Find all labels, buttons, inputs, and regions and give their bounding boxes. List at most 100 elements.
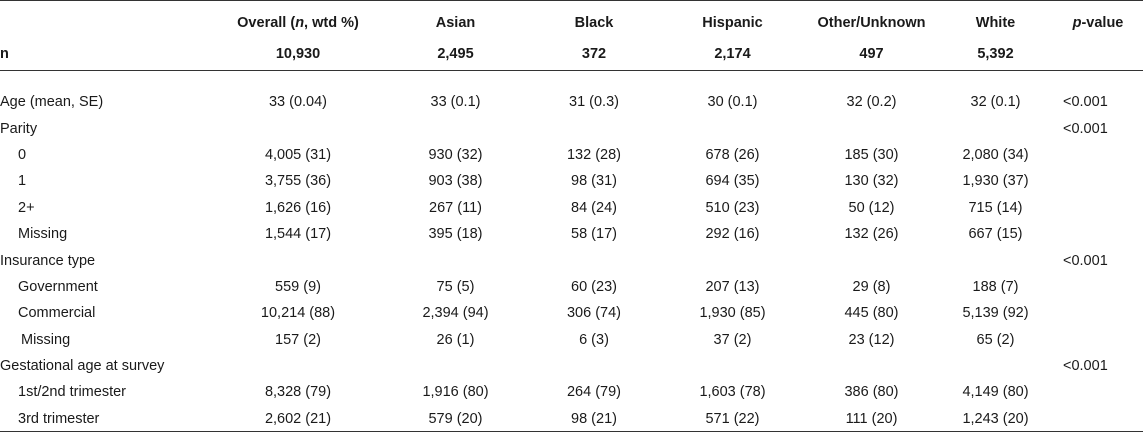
row-label: Commercial [18,305,96,322]
cell-white: 1,243 (20) [962,410,1029,427]
header-n-black: 372 [581,46,607,62]
cell-overall: 8,328 (79) [264,384,332,401]
table-header: Overall (n, wtd %) Asian Black Hispanic … [0,7,1143,70]
header-label-blank [0,7,213,38]
top-rule [0,0,1143,1]
cell-asian: 26 (1) [436,331,475,348]
header-rule [0,70,1143,71]
table-row: Gestational age at survey <0.001 [0,353,1143,379]
header-overall-suffix: , wtd %) [304,14,359,31]
cell-hispanic [660,353,805,379]
header-pvalue-suffix: -value [1081,14,1124,31]
cell-overall: 3,755 (36) [264,173,332,190]
cell-asian: 579 (20) [428,410,483,427]
header-hispanic: Hispanic [702,14,763,31]
cell-hispanic: 30 (0.1) [707,94,758,111]
cell-asian: 903 (38) [428,173,483,190]
row-label: Parity [0,120,38,137]
cell-other [805,247,938,273]
table-row: Insurance type <0.001 [0,247,1143,273]
cell-other: 386 (80) [844,384,899,401]
cell-overall: 33 (0.04) [268,94,328,111]
row-label: 2+ [18,199,35,216]
header-row-groups: Overall (n, wtd %) Asian Black Hispanic … [0,7,1143,38]
cell-black [528,247,660,273]
table-row: 2+ 1,626 (16) 267 (11) 84 (24) 510 (23) 50 (1… [0,195,1143,221]
cell-other: 111 (20) [845,410,898,427]
cell-white: 715 (14) [968,199,1023,216]
row-label: Missing [21,331,71,348]
cell-white [938,247,1053,273]
header-n-label: n [0,46,9,62]
cell-pvalue [1053,274,1143,300]
cell-black [528,353,660,379]
row-label: Insurance type [0,252,96,269]
table-row: Parity <0.001 [0,115,1143,141]
bottom-rule [0,431,1143,432]
row-label: 1 [18,173,27,190]
cell-hispanic: 678 (26) [705,146,760,163]
cell-hispanic [660,115,805,141]
cell-black: 60 (23) [571,278,617,295]
table-row: Commercial 10,214 (88) 2,394 (94) 306 (74) 1… [0,300,1143,326]
cell-pvalue [1053,300,1143,326]
cell-hispanic: 510 (23) [705,199,760,216]
cell-white: 65 (2) [976,331,1015,348]
cell-pvalue [1053,195,1143,221]
cell-pvalue [1053,221,1143,247]
header-gap [0,70,1143,89]
cell-hispanic [660,247,805,273]
cell-white: 1,930 (37) [962,173,1029,190]
cell-other: 185 (30) [844,146,899,163]
row-label: 0 [18,146,27,163]
table-row: 0 4,005 (31) 930 (32) 132 (28) 678 (26) 185 (… [0,142,1143,168]
cell-black: 306 (74) [566,305,621,322]
cell-other: 23 (12) [848,331,895,348]
cell-white [938,115,1053,141]
table-row: Age (mean, SE) 33 (0.04) 33 (0.1) 31 (0.3) 3… [0,89,1143,115]
cell-black: 98 (21) [571,410,617,427]
header-n-pvalue [1053,38,1143,70]
header-overall-prefix: Overall ( [237,14,296,31]
header-row-counts: n 10,930 2,495 372 2,174 497 5,392 [0,38,1143,70]
row-label: 1st/2nd trimester [18,384,126,401]
cell-pvalue [1053,406,1143,432]
header-n-overall: 10,930 [275,46,321,62]
cell-white: 32 (0.1) [970,94,1021,111]
cell-pvalue: <0.001 [1063,358,1108,375]
cell-other: 445 (80) [844,305,899,322]
cell-pvalue [1053,327,1143,353]
cell-overall: 4,005 (31) [264,146,332,163]
cell-asian: 267 (11) [429,199,482,216]
demographics-table: Overall (n, wtd %) Asian Black Hispanic … [0,7,1143,432]
header-n-asian: 2,495 [437,46,474,62]
cell-other: 132 (26) [844,226,899,243]
header-black: Black [574,14,614,31]
table-row: Missing 157 (2) 26 (1) 6 (3) 37 (2) 23 (12) 65… [0,327,1143,353]
cell-other: 29 (8) [852,278,891,295]
cell-other [805,353,938,379]
cell-asian: 75 (5) [436,278,475,295]
cell-pvalue: <0.001 [1063,94,1108,111]
row-label: 3rd trimester [18,410,100,427]
cell-pvalue [1053,142,1143,168]
cell-overall: 1,544 (17) [264,226,332,243]
cell-black: 264 (79) [566,384,621,401]
cell-asian [383,247,528,273]
header-pvalue: p-value [1053,7,1143,38]
cell-black: 31 (0.3) [569,94,619,111]
cell-asian [383,353,528,379]
header-n-white: 5,392 [977,46,1014,62]
row-label: Gestational age at survey [0,358,165,375]
row-label: Missing [18,226,68,243]
cell-overall: 559 (9) [275,278,321,295]
header-overall-n: n [295,14,305,31]
cell-hispanic: 1,930 (85) [699,305,766,322]
header-other: Other/Unknown [817,14,926,31]
cell-hispanic: 571 (22) [705,410,760,427]
cell-hispanic: 292 (16) [705,226,760,243]
row-label: Age (mean, SE) [0,94,104,111]
cell-asian: 1,916 (80) [422,384,489,401]
cell-overall [213,353,383,379]
